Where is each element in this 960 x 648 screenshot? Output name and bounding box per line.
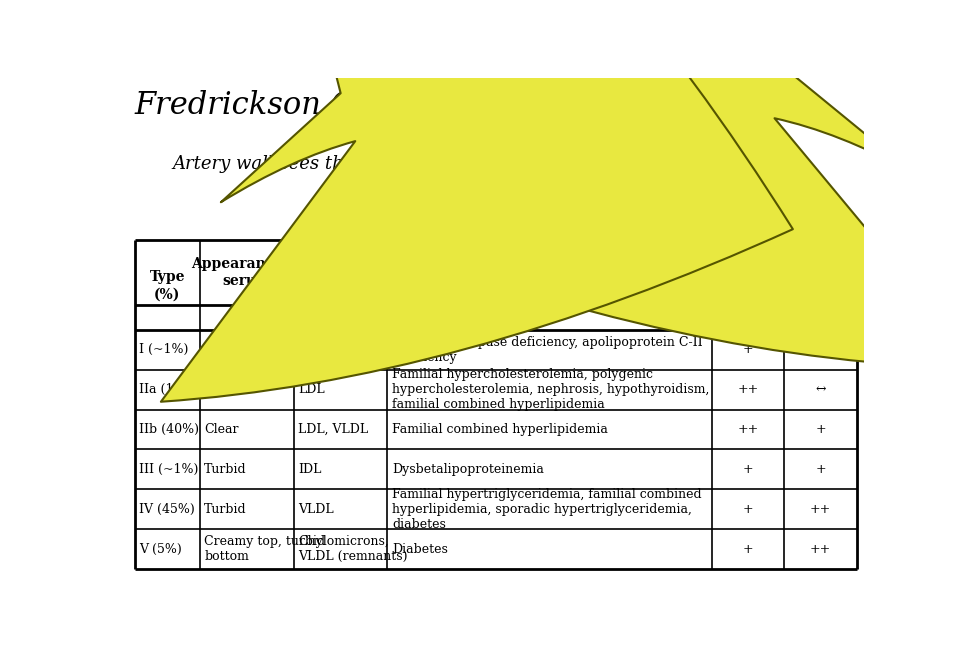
- Text: III (~1%): III (~1%): [139, 463, 199, 476]
- Text: Dysbetalipoproteinemia: Dysbetalipoproteinemia: [392, 463, 543, 476]
- Text: Elevated
particles: Elevated particles: [306, 257, 374, 288]
- Text: Clear: Clear: [204, 423, 239, 436]
- Text: +: +: [743, 543, 754, 556]
- Text: Creamy top layer: Creamy top layer: [204, 343, 314, 356]
- Text: Familial hypercholesterolemia, polygenic
hypercholesterolemia, nephrosis, hypoth: Familial hypercholesterolemia, polygenic…: [392, 368, 709, 411]
- Text: Chylomicrons,
VLDL: Chylomicrons, VLDL: [299, 336, 389, 364]
- Text: Artery wall sees these: Artery wall sees these: [172, 155, 374, 173]
- Text: ↔: ↔: [815, 383, 826, 396]
- Text: TC: TC: [737, 288, 759, 302]
- Text: IDL: IDL: [299, 463, 322, 476]
- Text: ++: ++: [737, 423, 759, 436]
- Text: Fredrickson Classification of Dyslipidemia: Fredrickson Classification of Dyslipidem…: [134, 90, 789, 121]
- Text: Lipoprotein lipase deficiency, apolipoprotein C-II
deficiency: Lipoprotein lipase deficiency, apolipopr…: [392, 336, 703, 364]
- Text: +: +: [743, 503, 754, 516]
- Text: +++: +++: [804, 343, 836, 356]
- FancyArrowPatch shape: [161, 0, 793, 402]
- Text: Turbid: Turbid: [204, 503, 247, 516]
- Text: Appearance of
serum: Appearance of serum: [191, 257, 302, 288]
- Text: ++: ++: [737, 383, 759, 396]
- Text: +: +: [815, 423, 826, 436]
- Text: Clear: Clear: [204, 383, 239, 396]
- FancyArrowPatch shape: [342, 0, 960, 368]
- Text: Creamy top, turbid
bottom: Creamy top, turbid bottom: [204, 535, 325, 563]
- Text: Familial hypertriglyceridemia, familial combined
hyperlipidemia, sporadic hypert: Familial hypertriglyceridemia, familial …: [392, 488, 702, 531]
- Text: ++: ++: [810, 503, 831, 516]
- Text: I (~1%): I (~1%): [139, 343, 189, 356]
- Text: V (5%): V (5%): [139, 543, 182, 556]
- Text: +: +: [743, 343, 754, 356]
- Text: IV (45%): IV (45%): [139, 503, 195, 516]
- Text: VLDL: VLDL: [299, 503, 334, 516]
- Text: Associated clinical disorders: Associated clinical disorders: [438, 288, 661, 302]
- Text: Chylomicrons,
VLDL (remnants): Chylomicrons, VLDL (remnants): [299, 535, 408, 563]
- Text: Turbid: Turbid: [204, 463, 247, 476]
- Text: LDL: LDL: [299, 383, 324, 396]
- Text: Familial combined hyperlipidemia: Familial combined hyperlipidemia: [392, 423, 608, 436]
- Text: TG: TG: [809, 288, 831, 302]
- Text: Type
(%): Type (%): [150, 270, 185, 302]
- Text: ++: ++: [810, 543, 831, 556]
- Text: +: +: [815, 463, 826, 476]
- Text: LDL, VLDL: LDL, VLDL: [299, 423, 369, 436]
- Text: IIb (40%): IIb (40%): [139, 423, 200, 436]
- Text: We look at this: We look at this: [608, 130, 742, 148]
- Text: Diabetes: Diabetes: [392, 543, 447, 556]
- Text: +: +: [743, 463, 754, 476]
- Text: IIa (10%): IIa (10%): [139, 383, 199, 396]
